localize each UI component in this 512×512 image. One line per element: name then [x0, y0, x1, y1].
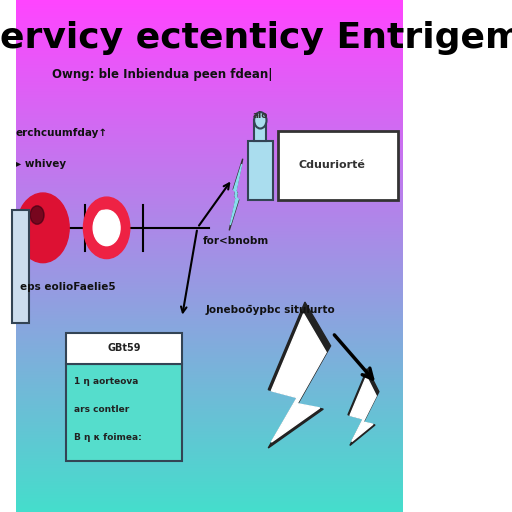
Polygon shape — [348, 369, 379, 445]
Circle shape — [254, 112, 267, 129]
Circle shape — [93, 210, 120, 246]
Bar — [12, 210, 29, 323]
Text: Joneboōypbc situlurto: Joneboōypbc situlurto — [205, 305, 335, 315]
Circle shape — [83, 197, 130, 259]
Text: 1 η aorteova: 1 η aorteova — [74, 377, 138, 386]
Bar — [254, 120, 267, 141]
Polygon shape — [230, 164, 242, 225]
Polygon shape — [229, 159, 243, 230]
Polygon shape — [271, 314, 326, 442]
Text: B η κ foimea:: B η κ foimea: — [74, 433, 141, 442]
Bar — [248, 141, 273, 200]
Polygon shape — [350, 376, 376, 441]
Text: Cduuriorté: Cduuriorté — [299, 160, 366, 170]
Text: ars contler: ars contler — [74, 405, 129, 414]
Polygon shape — [268, 302, 331, 448]
Text: GBt59: GBt59 — [107, 343, 141, 353]
Text: aio: aio — [252, 111, 268, 120]
Text: erchcuumfday↑: erchcuumfday↑ — [16, 128, 108, 138]
Text: eps eolioFaelie5: eps eolioFaelie5 — [20, 282, 115, 292]
Circle shape — [97, 210, 108, 225]
Text: Owng: ble Inbiendua peen fdean|: Owng: ble Inbiendua peen fdean| — [52, 68, 273, 81]
Bar — [279, 131, 398, 200]
Bar — [66, 364, 182, 461]
Circle shape — [30, 206, 44, 224]
Text: ▸ whivey: ▸ whivey — [16, 159, 66, 169]
Text: ervicy ectenticy Entrigem: ervicy ectenticy Entrigem — [1, 22, 512, 55]
Circle shape — [17, 193, 69, 263]
Bar — [66, 333, 182, 364]
Text: for<bnobm: for<bnobm — [203, 236, 269, 246]
